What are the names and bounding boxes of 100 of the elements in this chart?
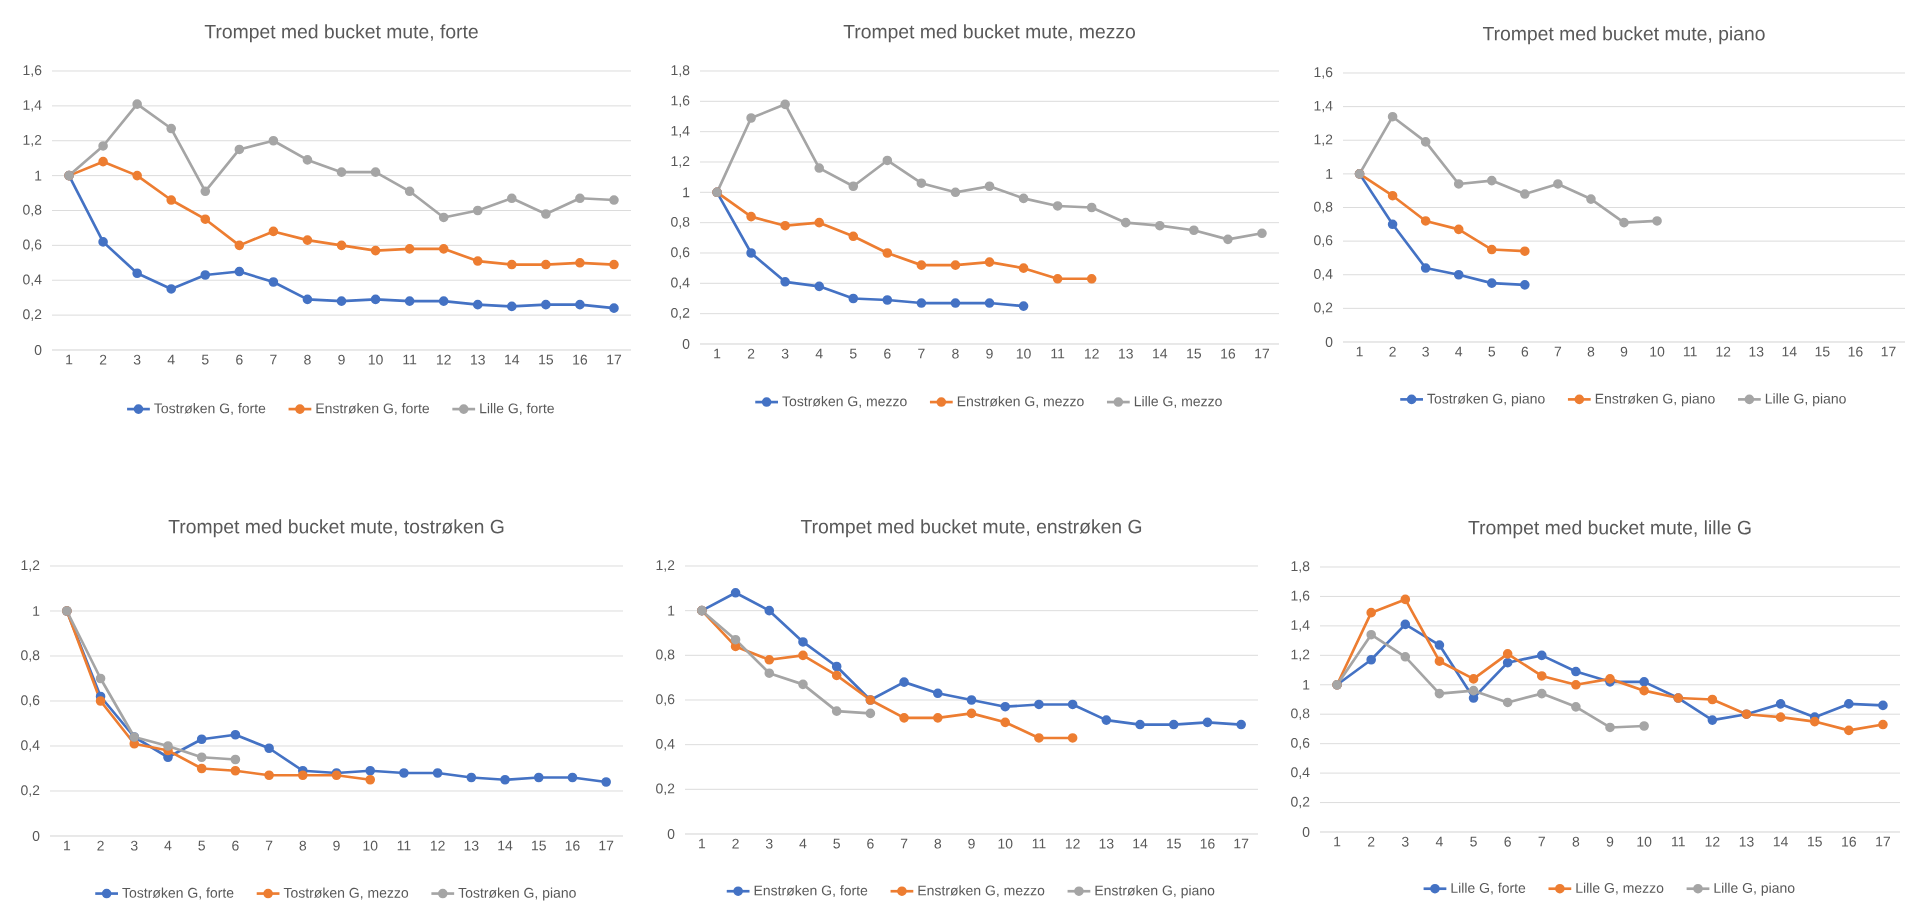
x-tick-label: 12	[1084, 348, 1099, 359]
chart-title: Trompet med bucket mute, mezzo	[843, 24, 1135, 43]
x-tick-label: 8	[304, 354, 311, 365]
y-tick-label: 0,2	[1314, 302, 1333, 315]
y-tick-label: 1,2	[656, 560, 675, 572]
x-tick-label: 4	[1435, 836, 1443, 847]
x-tick-label: 12	[1716, 346, 1731, 357]
x-tick-label: 16	[1848, 346, 1863, 357]
y-tick-label: 0	[1325, 337, 1333, 347]
y-tick-label: 1,2	[21, 560, 40, 572]
x-tick-label: 1	[714, 348, 721, 359]
legend-label: Enstrøken G, piano	[1095, 885, 1215, 899]
x-tick-label: 14	[505, 354, 520, 365]
x-tick-label: 15	[1167, 838, 1181, 849]
x-tick-label: 11	[1683, 346, 1697, 357]
x-tick-label: 16	[1842, 836, 1856, 847]
legend-label: Enstrøken G, forte	[316, 403, 430, 415]
y-tick-label: 0,4	[21, 740, 40, 752]
y-tick-label: 0,6	[656, 694, 675, 706]
x-tick-label: 6	[1504, 836, 1511, 847]
x-tick-label: 5	[1488, 346, 1496, 357]
y-tick-label: 0	[32, 831, 40, 841]
x-tick-label: 12	[1705, 836, 1720, 847]
y-tick-label: 0,2	[656, 783, 675, 796]
x-tick-label: 13	[471, 354, 485, 365]
x-tick-label: 4	[815, 348, 823, 359]
y-tick-label: 0,6	[1314, 235, 1333, 247]
x-tick-label: 10	[998, 838, 1013, 849]
x-tick-label: 16	[1200, 838, 1215, 849]
x-tick-label: 4	[799, 838, 807, 849]
y-tick-label: 1,2	[1291, 649, 1310, 662]
x-tick-label: 1	[699, 838, 706, 849]
chart-title: Trompet med bucket mute, enstrøken G	[800, 519, 1142, 538]
legend-label: Lille G, piano	[1714, 882, 1795, 896]
y-tick-label: 1,4	[23, 100, 42, 112]
x-tick-label: 10	[368, 354, 383, 365]
legend-label: Enstrøken G, mezzo	[957, 396, 1084, 408]
x-tick-label: 5	[1470, 836, 1477, 847]
y-tick-label: 1	[1326, 169, 1333, 179]
x-tick-label: 9	[1620, 346, 1628, 357]
x-tick-label: 10	[363, 840, 378, 851]
x-tick-label: 12	[430, 840, 445, 851]
y-tick-label: 0,8	[656, 649, 675, 662]
x-tick-label: 7	[918, 348, 925, 359]
y-tick-label: 1	[35, 170, 42, 181]
y-tick-label: 1,4	[1314, 100, 1333, 113]
y-tick-label: 0,8	[671, 216, 690, 229]
x-tick-label: 13	[464, 840, 479, 851]
x-tick-label: 14	[498, 840, 513, 851]
legend-label: Tostrøken G, mezzo	[782, 396, 907, 408]
y-tick-label: 0	[34, 345, 42, 355]
y-tick-label: 0,6	[1291, 737, 1310, 750]
x-tick-label: 13	[1739, 836, 1754, 847]
legend-label: Lille G, piano	[1765, 393, 1846, 407]
y-tick-label: 0,2	[23, 309, 42, 321]
x-tick-label: 2	[1389, 346, 1396, 357]
x-tick-label: 3	[1401, 836, 1409, 847]
y-tick-label: 0,6	[21, 695, 40, 707]
legend-label: Enstrøken G, forte	[754, 885, 868, 898]
x-tick-label: 14	[1773, 836, 1788, 847]
y-tick-label: 0,8	[21, 650, 40, 662]
legend-label: Tostrøken G, mezzo	[283, 887, 409, 900]
x-tick-label: 3	[130, 840, 138, 851]
x-tick-label: 9	[338, 354, 345, 365]
x-tick-label: 1	[64, 840, 71, 851]
y-tick-label: 0,8	[1291, 708, 1310, 721]
x-tick-label: 6	[867, 838, 874, 849]
y-tick-label: 1,4	[1291, 620, 1310, 632]
x-tick-label: 10	[1016, 348, 1031, 359]
x-tick-label: 1	[66, 354, 73, 365]
legend-label: Lille G, forte	[480, 403, 554, 415]
x-tick-label: 7	[265, 840, 273, 851]
y-tick-label: 1	[1303, 679, 1310, 690]
y-tick-label: 1	[683, 187, 690, 198]
x-tick-label: 16	[1221, 348, 1236, 359]
y-tick-label: 0,8	[1314, 201, 1333, 214]
y-tick-label: 1,2	[23, 134, 42, 147]
legend-label: Tostrøken G, forte	[154, 403, 266, 415]
x-tick-label: 14	[1133, 838, 1148, 849]
x-tick-label: 7	[900, 838, 908, 849]
x-tick-label: 12	[1065, 838, 1080, 849]
x-tick-label: 8	[952, 348, 959, 359]
y-tick-label: 1,8	[1291, 561, 1310, 573]
chart-title: Trompet med bucket mute, forte	[204, 24, 478, 43]
x-tick-label: 17	[599, 840, 614, 851]
y-tick-label: 1,6	[1291, 590, 1310, 603]
x-tick-label: 13	[1099, 838, 1114, 849]
x-tick-label: 3	[781, 348, 789, 359]
x-tick-label: 9	[1606, 836, 1614, 847]
x-tick-label: 15	[532, 840, 546, 851]
y-tick-label: 0,4	[1314, 268, 1333, 281]
y-tick-label: 1,6	[671, 95, 690, 108]
x-tick-label: 11	[1672, 836, 1685, 847]
y-tick-label: 0,4	[656, 738, 675, 751]
y-tick-label: 0	[1302, 827, 1310, 837]
x-tick-label: 11	[1032, 838, 1046, 849]
y-tick-label: 0	[682, 339, 690, 349]
y-tick-label: 0,6	[671, 247, 690, 259]
x-tick-label: 9	[968, 838, 975, 849]
x-tick-label: 8	[934, 838, 942, 849]
